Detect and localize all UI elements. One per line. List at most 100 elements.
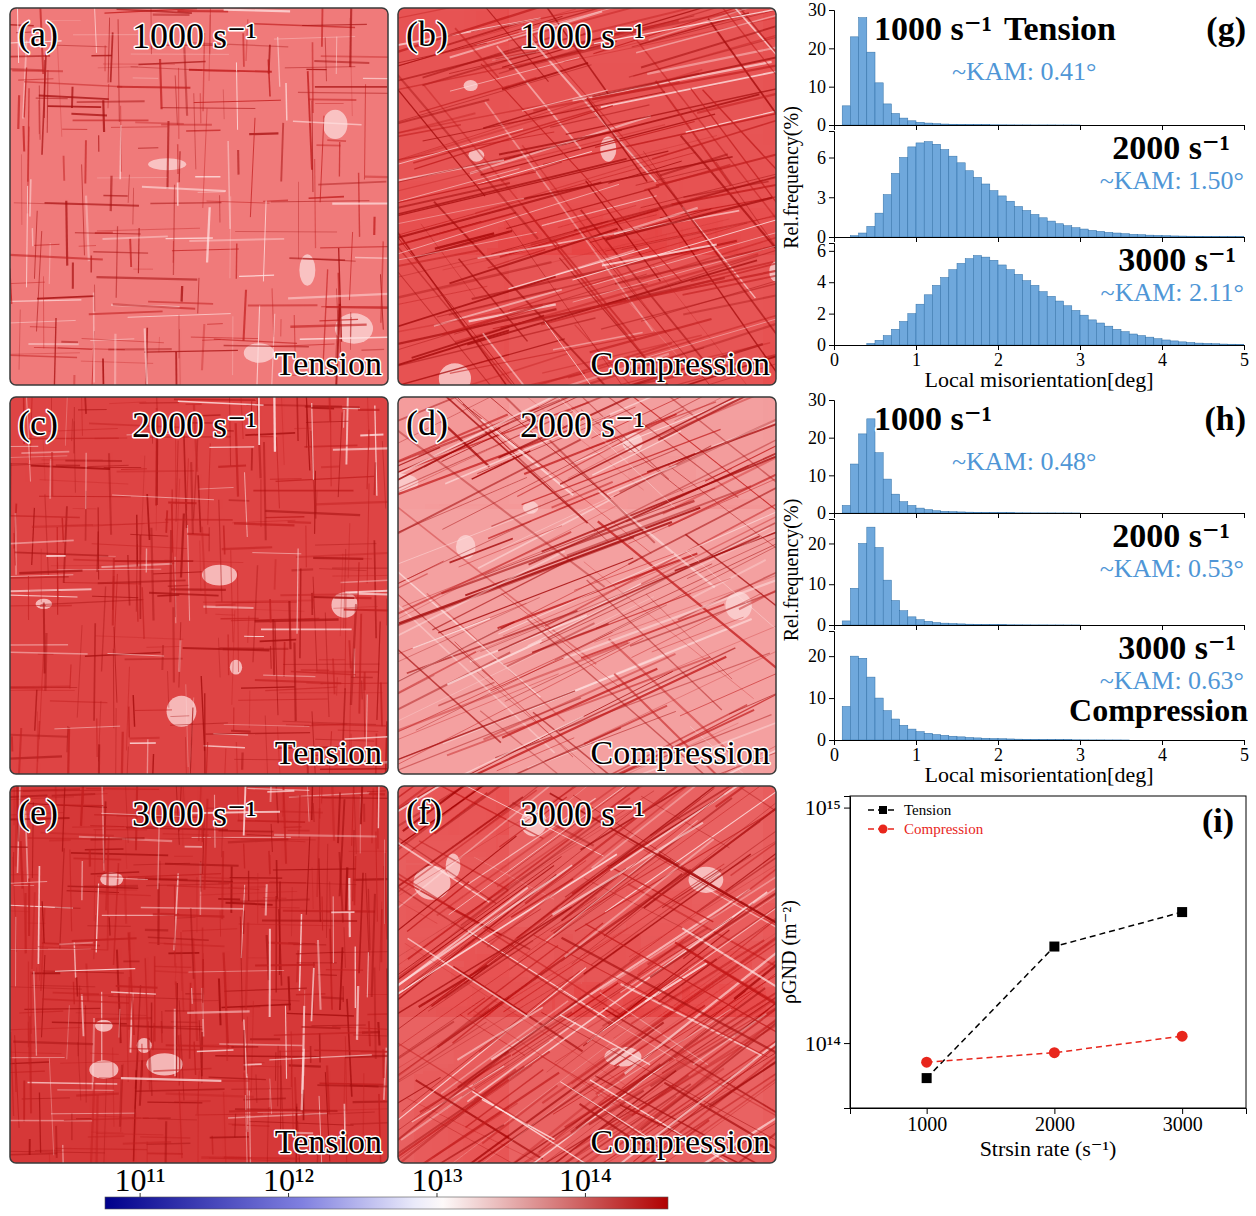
gnd-map-texture-line <box>42 943 100 946</box>
gnd-map-texture-line <box>10 464 49 467</box>
gnd-map-panel: (e)3000 s⁻¹Tension <box>0 745 422 1207</box>
gnd-map-texture-line <box>140 1060 142 1105</box>
gnd-map-texture-line <box>333 658 335 694</box>
gnd-map-texture-line <box>274 835 377 837</box>
gnd-map-texture-line <box>398 70 702 162</box>
gnd-map-texture-line <box>179 640 180 672</box>
gnd-map-texture-line <box>398 318 596 367</box>
gnd-map-texture-line <box>601 251 776 329</box>
gnd-map-texture-line <box>344 927 345 968</box>
gnd-map-texture-line <box>28 961 29 1047</box>
gnd-map-texture-line <box>95 1017 152 1020</box>
gnd-map-texture-line <box>123 960 139 962</box>
bar <box>1080 125 1088 126</box>
gnd-map-texture-line <box>317 1085 388 1086</box>
gnd-map-texture-line <box>168 585 189 587</box>
gnd-map-texture-line <box>17 95 20 129</box>
gnd-map-texture-line <box>96 1133 163 1134</box>
gnd-map-texture-line <box>721 972 776 1035</box>
panel-mode: Tension <box>275 734 382 771</box>
gnd-map-texture-line <box>450 539 513 563</box>
gnd-map-texture-line <box>443 204 749 270</box>
gnd-map-texture-line <box>271 824 272 852</box>
gnd-map-texture-line <box>326 307 388 308</box>
gnd-map-texture-line <box>49 839 71 841</box>
gnd-map-texture-line <box>28 576 29 620</box>
gnd-map-texture-line <box>325 613 329 718</box>
gnd-map-texture-line <box>298 182 299 259</box>
gnd-map-texture-line <box>285 67 355 68</box>
bar <box>1096 125 1104 126</box>
gnd-map-texture-line <box>103 236 168 239</box>
bar <box>908 121 916 125</box>
gnd-map-texture-line <box>62 787 64 851</box>
gnd-map-texture-line <box>398 151 668 224</box>
gnd-map-texture-line <box>231 550 233 642</box>
gnd-map-texture-line <box>320 1083 385 1084</box>
gnd-map-texture-line <box>229 1109 294 1111</box>
gnd-map-texture-line <box>321 56 388 57</box>
gnd-map-texture-line <box>319 858 321 922</box>
gnd-map-texture-line <box>224 724 310 726</box>
gnd-map-texture-line <box>289 601 290 649</box>
gnd-map-texture-line <box>320 116 324 203</box>
gnd-map-texture-line <box>339 142 341 176</box>
gnd-map-texture-line <box>522 90 608 111</box>
gnd-map-texture-line <box>498 536 759 651</box>
gnd-map-texture-line <box>14 533 16 565</box>
gnd-map-texture-line <box>46 555 65 557</box>
colorbar-tick-label: 10¹² <box>263 1162 314 1198</box>
gnd-map-texture-line <box>338 412 342 497</box>
gnd-map-texture-line <box>316 144 340 146</box>
gnd-map-texture-line <box>246 923 248 1012</box>
gnd-map-texture-line <box>104 825 106 873</box>
gnd-map-texture-line <box>368 889 370 950</box>
gnd-map-texture-line <box>363 78 388 80</box>
gnd-map-texture-line <box>179 1091 182 1158</box>
gnd-map-texture-line <box>398 865 572 988</box>
gnd-map-texture-line <box>127 995 129 1082</box>
gnd-map-texture-line <box>367 952 368 997</box>
gnd-map-texture-line <box>445 397 740 484</box>
gnd-map-texture-line <box>187 533 209 536</box>
bar <box>1031 124 1039 125</box>
bar <box>842 106 850 125</box>
gnd-map-texture-line <box>353 1035 388 1037</box>
gnd-map-frame <box>398 786 776 1163</box>
gnd-map-texture-line <box>293 121 362 124</box>
gnd-map-texture-line <box>300 337 388 339</box>
gnd-map-texture-line <box>130 534 168 536</box>
gnd-map-texture-line <box>309 99 357 101</box>
gnd-map-texture-line <box>10 690 75 691</box>
gnd-map-texture-line <box>39 910 42 981</box>
gnd-map-texture-line <box>133 1113 136 1163</box>
gnd-map-texture-line <box>555 890 776 1062</box>
gnd-map-texture-line <box>13 852 14 882</box>
gnd-map-texture-line <box>22 1098 70 1099</box>
gnd-map-ground <box>10 397 388 774</box>
gnd-map-texture-line <box>685 534 776 668</box>
gnd-map-texture-line <box>508 892 767 1080</box>
bar <box>875 83 883 125</box>
gnd-map-texture-line <box>203 108 207 207</box>
gnd-map-texture-line <box>381 683 382 727</box>
gnd-map-texture-line <box>298 795 300 838</box>
gnd-map-texture-line <box>237 150 240 175</box>
gnd-map-texture-line <box>739 576 776 609</box>
gnd-map-texture-line <box>129 933 134 1036</box>
gnd-map-texture-line <box>193 1000 219 1001</box>
gnd-map-texture-line <box>10 540 74 544</box>
gnd-map-texture-line <box>637 849 776 975</box>
gnd-map-texture-line <box>10 354 77 357</box>
gnd-map-texture-line <box>50 45 108 47</box>
gnd-map-texture-line <box>265 687 336 691</box>
bar <box>957 124 965 125</box>
bar <box>932 124 940 125</box>
gnd-map-panel: (a)1000 s⁻¹Tension <box>0 0 423 426</box>
gnd-map-texture-line <box>478 499 611 568</box>
gnd-map-texture-line <box>302 24 367 25</box>
gnd-map-texture-line <box>80 994 113 996</box>
gnd-map-texture-line <box>42 901 44 943</box>
colorbar-tick-label: 10¹³ <box>411 1162 462 1198</box>
gnd-map-texture-line <box>270 478 302 479</box>
